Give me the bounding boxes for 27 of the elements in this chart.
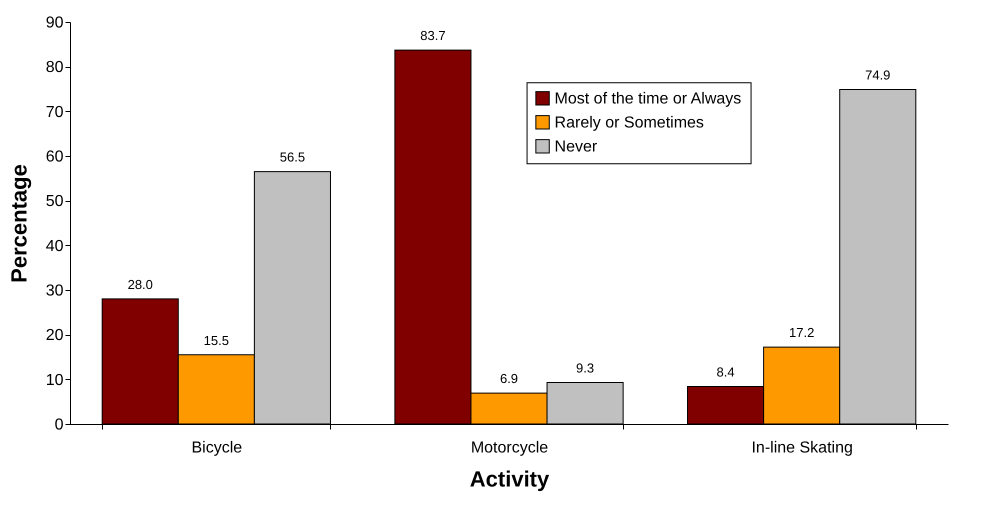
y-tick-label: 0 (54, 416, 64, 434)
y-tick-label: 30 (46, 282, 64, 300)
data-label: 9.3 (576, 360, 594, 376)
legend-label: Rarely or Sometimes (554, 114, 704, 132)
data-label: 17.2 (789, 325, 814, 340)
x-axis-title: Activity (470, 466, 550, 492)
x-tick-label: Bicycle (191, 440, 242, 456)
y-tick-label: 80 (46, 59, 64, 76)
data-label: 8.4 (716, 364, 735, 380)
y-tick-label: 40 (46, 238, 64, 255)
data-label: 28.0 (128, 276, 153, 292)
y-tick-label: 60 (46, 148, 64, 166)
data-label: 83.7 (420, 28, 446, 44)
y-tick-label: 50 (46, 193, 64, 210)
data-label: 6.9 (500, 371, 518, 386)
y-tick-label: 20 (46, 327, 64, 344)
data-label: 74.9 (865, 67, 890, 82)
y-axis-title: Percentage (6, 164, 32, 283)
legend-label: Never (554, 138, 598, 156)
x-tick-label: Motorcycle (470, 440, 548, 456)
legend-label: Most of the time or Always (554, 90, 742, 108)
data-label: 15.5 (204, 332, 229, 348)
y-tick-label: 70 (46, 104, 64, 121)
data-label: 56.5 (280, 150, 306, 165)
y-tick-label: 90 (46, 14, 64, 32)
y-tick-label: 10 (46, 372, 64, 389)
x-tick-label: In-line Skating (751, 440, 853, 456)
